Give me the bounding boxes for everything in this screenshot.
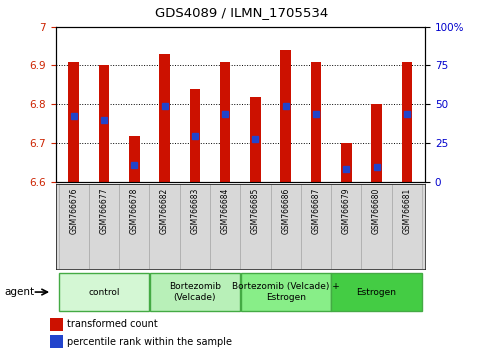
Text: GSM766686: GSM766686 <box>281 188 290 234</box>
Bar <box>189 89 200 182</box>
Text: percentile rank within the sample: percentile rank within the sample <box>67 337 232 347</box>
Bar <box>69 62 79 182</box>
Text: agent: agent <box>5 287 35 297</box>
Text: GSM766679: GSM766679 <box>342 188 351 234</box>
Text: GSM766680: GSM766680 <box>372 188 381 234</box>
Bar <box>311 62 321 182</box>
Text: GSM766678: GSM766678 <box>130 188 139 234</box>
Text: Bortezomib (Velcade) +
Estrogen: Bortezomib (Velcade) + Estrogen <box>232 282 340 302</box>
Bar <box>331 184 361 269</box>
Bar <box>58 184 89 269</box>
Text: GSM766677: GSM766677 <box>99 188 109 234</box>
Text: GSM766682: GSM766682 <box>160 188 169 234</box>
Text: GSM766683: GSM766683 <box>190 188 199 234</box>
FancyBboxPatch shape <box>150 273 240 311</box>
FancyBboxPatch shape <box>331 273 422 311</box>
Bar <box>371 104 382 182</box>
Bar <box>180 184 210 269</box>
Bar <box>119 184 149 269</box>
Bar <box>392 184 422 269</box>
Text: GDS4089 / ILMN_1705534: GDS4089 / ILMN_1705534 <box>155 6 328 19</box>
Bar <box>99 65 109 182</box>
Text: Bortezomib
(Velcade): Bortezomib (Velcade) <box>169 282 221 302</box>
Bar <box>149 184 180 269</box>
Bar <box>301 184 331 269</box>
Text: GSM766687: GSM766687 <box>312 188 321 234</box>
Bar <box>270 184 301 269</box>
Bar <box>89 184 119 269</box>
Bar <box>250 97 261 182</box>
Bar <box>220 62 230 182</box>
Text: control: control <box>88 287 120 297</box>
FancyBboxPatch shape <box>59 273 149 311</box>
Bar <box>361 184 392 269</box>
Bar <box>210 184 241 269</box>
Text: GSM766676: GSM766676 <box>69 188 78 234</box>
Bar <box>341 143 352 182</box>
Bar <box>50 335 63 348</box>
Bar <box>159 54 170 182</box>
Bar <box>401 62 412 182</box>
Bar <box>50 318 63 331</box>
Text: Estrogen: Estrogen <box>356 287 397 297</box>
Text: transformed count: transformed count <box>67 319 157 329</box>
FancyBboxPatch shape <box>241 273 331 311</box>
Text: GSM766685: GSM766685 <box>251 188 260 234</box>
Bar <box>281 50 291 182</box>
Bar <box>129 136 140 182</box>
Text: GSM766684: GSM766684 <box>221 188 229 234</box>
Text: GSM766681: GSM766681 <box>402 188 412 234</box>
Bar <box>241 184 270 269</box>
